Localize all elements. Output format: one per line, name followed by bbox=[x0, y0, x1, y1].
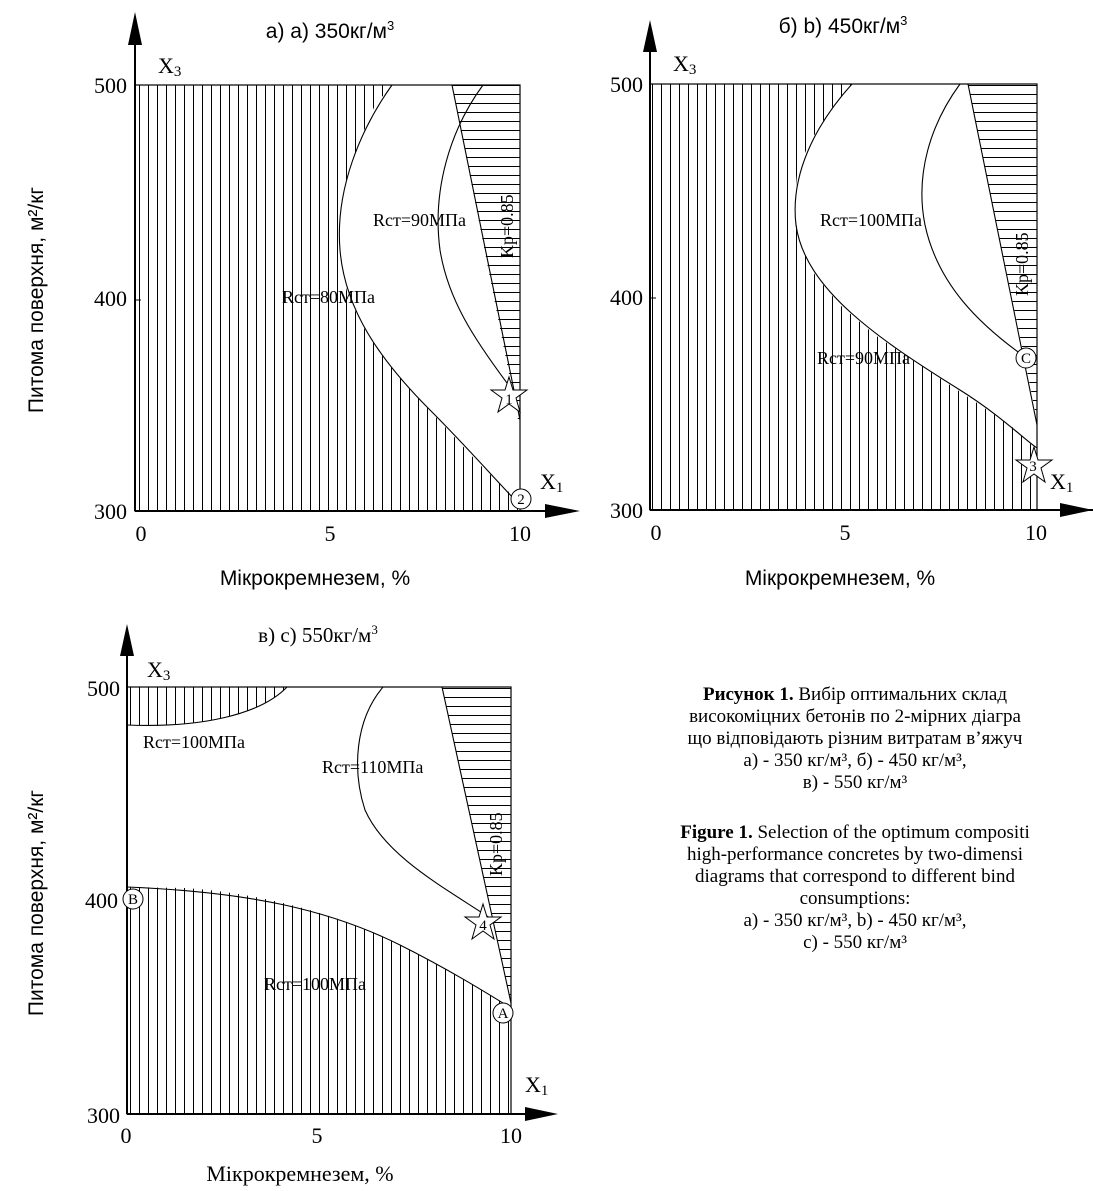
y-tick: 500 bbox=[87, 676, 120, 701]
x-axis-label: Мікрокремнезем, % bbox=[206, 1161, 393, 1186]
panel-b-hatching bbox=[650, 84, 1037, 510]
contour-label: Rст=90МПа bbox=[373, 210, 466, 230]
marker-circle bbox=[510, 488, 532, 510]
caption-ua-line: а) - 350 кг/м³, б) - 450 кг/м³, bbox=[743, 750, 967, 771]
contour-100-bottom bbox=[126, 886, 512, 1009]
x-axis-label: Мікрокремнезем, % bbox=[745, 567, 935, 590]
x-tick: 5 bbox=[312, 1123, 323, 1148]
contour-90 bbox=[794, 83, 1038, 449]
marker-label: A bbox=[498, 1006, 509, 1022]
x-axis-var: X1 bbox=[540, 469, 563, 496]
kr-label: Kр=0.85 bbox=[497, 194, 517, 258]
x-tick: 5 bbox=[840, 520, 851, 545]
marker-star bbox=[1014, 445, 1054, 484]
marker-label: 4 bbox=[479, 918, 487, 934]
caption-ua-line: високоміцних бетонів по 2-мірних діагра bbox=[689, 706, 1021, 727]
y-axis-var: X3 bbox=[673, 51, 696, 78]
y-tick: 400 bbox=[94, 286, 127, 311]
kr-label: Kр=0.85 bbox=[486, 812, 506, 876]
caption-ua-bold: Рисунок 1. bbox=[702, 684, 794, 705]
contour-100-top bbox=[126, 686, 288, 726]
y-tick: 500 bbox=[94, 73, 127, 98]
panel-a-vertical-hatch bbox=[135, 85, 520, 511]
panel-c-title: в) c) 550кг/м3 bbox=[258, 622, 378, 647]
x-axis-label: Мікрокремнезем, % bbox=[220, 567, 410, 590]
x-tick: 10 bbox=[1025, 520, 1047, 545]
panel-a: а) a) 350кг/м3 X3 X1 500 400 300 0 bbox=[94, 12, 580, 590]
x-tick: 0 bbox=[651, 520, 662, 545]
kr-line bbox=[441, 686, 512, 1004]
marker-circle bbox=[1015, 347, 1037, 369]
y-axis-var: X3 bbox=[147, 657, 170, 684]
y-tick: 400 bbox=[85, 888, 118, 913]
contour-label: Rст=100МПа bbox=[143, 732, 245, 752]
caption-en-line: consumptions: bbox=[799, 888, 911, 909]
x-axis-arrow bbox=[525, 1107, 558, 1121]
marker-star bbox=[463, 902, 503, 941]
marker-circle bbox=[492, 1002, 514, 1024]
caption-en-line: a) - 350 кг/м³, b) - 450 кг/м³, bbox=[743, 910, 967, 931]
x-tick: 10 bbox=[509, 521, 531, 546]
y-axis-arrow bbox=[120, 624, 134, 656]
caption-ua-line: Вибір оптимальних склад bbox=[793, 684, 1008, 705]
y-axis-var: X3 bbox=[158, 53, 181, 80]
y-tick: 300 bbox=[94, 499, 127, 524]
y-tick: 500 bbox=[610, 72, 643, 97]
y-axis-arrow bbox=[643, 20, 657, 52]
marker-circle bbox=[122, 888, 144, 910]
marker-label: 1 bbox=[505, 392, 513, 408]
contour-110 bbox=[357, 686, 491, 919]
kr-line bbox=[451, 84, 521, 421]
x-tick: 0 bbox=[121, 1123, 132, 1148]
y-axis-label-top: Питома поверхня, м²/кг bbox=[25, 187, 48, 414]
y-axis-arrow bbox=[128, 12, 142, 45]
marker-label: 2 bbox=[517, 492, 525, 508]
contour-80 bbox=[338, 84, 521, 506]
contour-label: Rст=80МПа bbox=[282, 287, 375, 307]
panel-c: в) c) 550кг/м3 X3 X1 500 400 300 0 5 10 … bbox=[85, 622, 558, 1186]
caption-en-bold: Figure 1. bbox=[680, 822, 753, 843]
contour-label: Rст=110МПа bbox=[322, 757, 423, 777]
x-axis-var: X1 bbox=[525, 1072, 548, 1099]
marker-label: 3 bbox=[1029, 459, 1037, 475]
contour-label: Rст=100МПа bbox=[264, 974, 366, 994]
kr-label: Kр=0.85 bbox=[1012, 232, 1032, 296]
contour-90 bbox=[437, 84, 508, 384]
caption-en-line: high-performance concretes by two-dimens… bbox=[686, 844, 1024, 865]
y-tick: 300 bbox=[610, 498, 643, 523]
caption-en-line: diagrams that correspond to different bi… bbox=[695, 866, 1015, 887]
y-tick: 400 bbox=[610, 285, 643, 310]
caption-ua-line: в) - 550 кг/м³ bbox=[802, 772, 908, 793]
x-tick: 5 bbox=[325, 521, 336, 546]
caption-en-line: Selection of the optimum compositi bbox=[752, 822, 1030, 843]
y-tick: 300 bbox=[87, 1103, 120, 1128]
contour-100 bbox=[921, 83, 1026, 358]
marker-label: B bbox=[128, 892, 138, 908]
caption-en-line: c) - 550 кг/м³ bbox=[803, 932, 907, 953]
contour-label: Rст=90МПа bbox=[817, 348, 910, 368]
marker-label: C bbox=[1021, 351, 1031, 367]
x-tick: 10 bbox=[500, 1123, 522, 1148]
figure-caption: Рисунок 1. Вибір оптимальних склад висок… bbox=[595, 684, 1093, 954]
panel-b: б) b) 450кг/м3 X3 X1 500 400 300 0 5 10 … bbox=[610, 13, 1093, 590]
x-axis-arrow bbox=[1060, 503, 1093, 517]
marker-star bbox=[489, 375, 529, 414]
y-axis-label-bottom: Питома поверхня, м²/кг bbox=[25, 790, 48, 1017]
x-tick: 0 bbox=[136, 521, 147, 546]
panel-a-title: а) a) 350кг/м3 bbox=[266, 18, 394, 43]
caption-ua-line: що відповідають різним витратам в’яжуч bbox=[687, 728, 1023, 749]
contour-label: Rст=100МПа bbox=[820, 210, 922, 230]
x-axis-arrow bbox=[545, 504, 580, 518]
panel-b-title: б) b) 450кг/м3 bbox=[779, 13, 908, 38]
x-axis-var: X1 bbox=[1050, 469, 1073, 496]
